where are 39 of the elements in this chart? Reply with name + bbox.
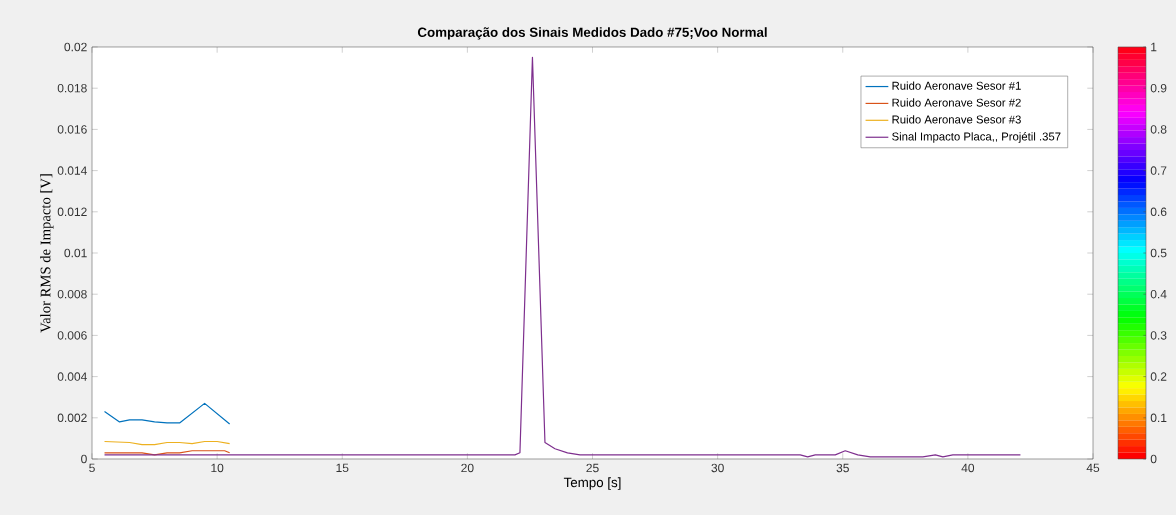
x-tick-label: 45 — [1086, 463, 1100, 473]
y-tick-label: 0.01 — [64, 248, 87, 258]
y-tick-label: 0.008 — [57, 289, 87, 299]
y-tick-label: 0.012 — [57, 207, 87, 217]
y-tick-label: 0.014 — [57, 166, 87, 175]
y-tick-label: 0.016 — [57, 125, 87, 134]
color-bar-label: 0.1 — [1150, 413, 1167, 423]
x-tick-label: 15 — [336, 463, 349, 473]
x-tick-label: 10 — [211, 463, 224, 473]
color-bar-label: 0.8 — [1150, 125, 1167, 134]
chart-title: Comparação dos Sinais Medidos Dado #75;Voo Normal — [417, 27, 767, 40]
line-series — [103, 402, 231, 425]
color-bar-label: 1 — [1151, 42, 1157, 52]
y-tick-label: 0.02 — [64, 42, 87, 52]
color-bar-label: 0.3 — [1150, 331, 1167, 340]
legend-label: Ruido Aeronave Sesor #1 — [892, 81, 1021, 90]
legend-label: Sinal Impacto Placa,, Projétil .357 — [892, 132, 1061, 143]
color-bar-label: 0.6 — [1150, 207, 1167, 217]
y-tick-label: 0.004 — [57, 372, 87, 381]
x-tick-label: 20 — [461, 463, 474, 473]
color-bar-label: 0.4 — [1150, 289, 1167, 299]
x-tick-label: 35 — [836, 463, 849, 473]
y-tick-label: 0.002 — [57, 413, 87, 423]
color-bar-label: 0.7 — [1150, 166, 1167, 175]
color-bar-label: 0.9 — [1150, 83, 1167, 93]
x-tick-label: 40 — [961, 463, 975, 473]
color-bar-label: 0.5 — [1150, 248, 1167, 258]
x-axis-title: Tempo [s] — [563, 477, 621, 490]
y-tick-label: 0.006 — [57, 331, 87, 340]
y-tick-label: 0 — [81, 454, 87, 464]
legend-label: Ruido Aeronave Sesor #2 — [892, 98, 1021, 107]
legend-label: Ruido Aeronave Sesor #3 — [892, 115, 1021, 124]
y-axis-title: Valor RMS de Impacto [V] — [40, 174, 54, 333]
color-bar-label: 0.2 — [1150, 372, 1167, 381]
color-bar-label: 0 — [1150, 454, 1157, 464]
x-tick-label: 5 — [89, 463, 95, 473]
y-tick-label: 0.018 — [57, 83, 87, 93]
x-tick-label: 30 — [711, 463, 724, 473]
x-tick-label: 25 — [586, 463, 599, 473]
